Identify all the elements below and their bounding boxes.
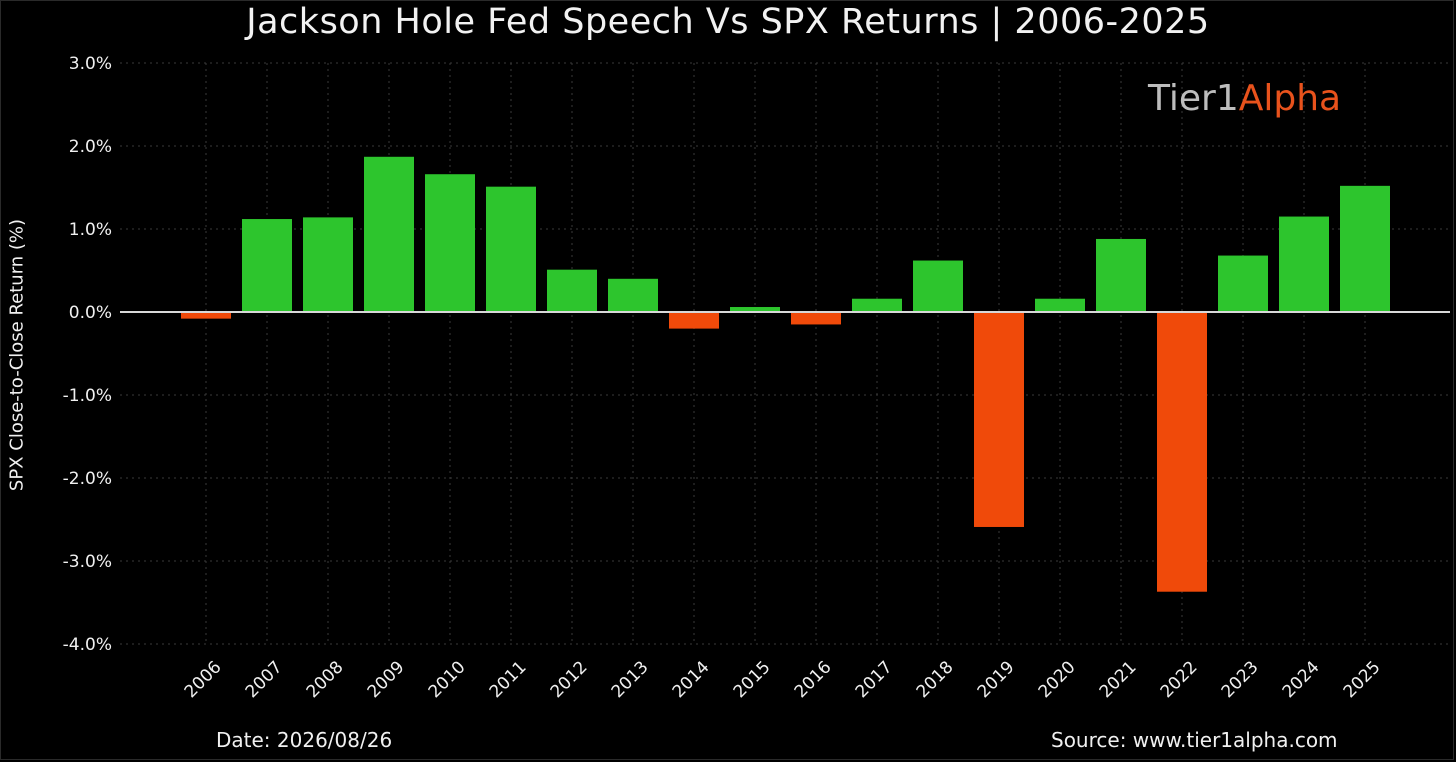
x-tick-label: 2022	[1157, 657, 1202, 702]
y-tick-label: -1.0%	[63, 386, 112, 406]
bar-2021	[1096, 238, 1146, 312]
bar-2011	[486, 186, 536, 312]
y-tick-label: -4.0%	[63, 635, 112, 655]
bar-2013	[608, 278, 658, 312]
bar-2018	[913, 260, 963, 312]
x-tick-label: 2009	[364, 657, 409, 702]
bar-2017	[852, 298, 902, 312]
brand-logo: Tier1Alpha	[1148, 78, 1341, 119]
bar-2012	[547, 269, 597, 312]
x-tick-label: 2008	[303, 657, 348, 702]
bar-2014	[669, 312, 719, 329]
y-tick-label: -3.0%	[63, 552, 112, 572]
footer-source: Source: www.tier1alpha.com	[1051, 728, 1338, 752]
bar-2010	[425, 174, 475, 312]
y-tick-label: 2.0%	[69, 137, 112, 157]
x-tick-label: 2011	[486, 657, 531, 702]
chart-title: Jackson Hole Fed Speech Vs SPX Returns |…	[246, 2, 1210, 42]
x-tick-label: 2018	[913, 657, 958, 702]
bar-2025	[1340, 185, 1390, 312]
x-tick-label: 2024	[1279, 657, 1324, 702]
bar-2009	[364, 156, 414, 312]
x-tick-label: 2015	[730, 657, 775, 702]
brand-logo-part2: Alpha	[1238, 78, 1342, 119]
bar-2024	[1279, 216, 1329, 312]
y-tick-label: 3.0%	[69, 54, 112, 74]
x-tick-label: 2021	[1096, 657, 1141, 702]
x-tick-label: 2025	[1340, 657, 1385, 702]
x-tick-label: 2016	[791, 657, 836, 702]
y-tick-label: 1.0%	[69, 220, 112, 240]
bar-2007	[242, 219, 292, 312]
x-tick-label: 2012	[547, 657, 592, 702]
bar-2015	[730, 307, 780, 312]
x-tick-label: 2023	[1218, 657, 1263, 702]
bar-2020	[1035, 298, 1085, 312]
x-tick-label: 2013	[608, 657, 653, 702]
footer-date: Date: 2026/08/26	[216, 728, 393, 752]
x-tick-label: 2020	[1035, 657, 1080, 702]
x-tick-label: 2010	[425, 657, 470, 702]
bar-2006	[181, 312, 231, 319]
bar-2008	[303, 217, 353, 312]
bar-2023	[1218, 255, 1268, 312]
bar-2019	[974, 312, 1024, 527]
x-tick-label: 2017	[852, 657, 897, 702]
x-tick-label: 2007	[242, 657, 287, 702]
y-tick-label: 0.0%	[69, 303, 112, 323]
brand-logo-part1: Tier1	[1148, 78, 1239, 119]
x-tick-label: 2019	[974, 657, 1019, 702]
bar-2016	[791, 312, 841, 325]
bar-2022	[1157, 312, 1207, 592]
x-tick-label: 2014	[669, 657, 714, 702]
x-tick-label: 2006	[181, 657, 226, 702]
y-tick-label: -2.0%	[63, 469, 112, 489]
